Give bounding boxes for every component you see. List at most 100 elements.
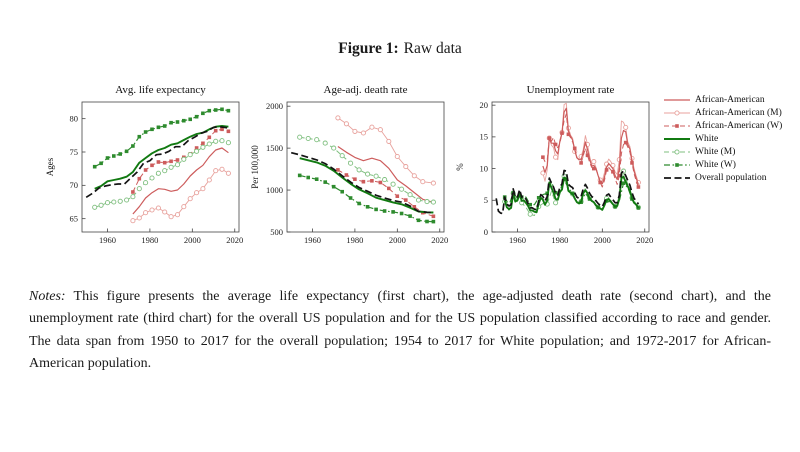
- x-tick-label: 1980: [346, 235, 363, 245]
- series-marker-white-m: [365, 171, 371, 177]
- series-marker-white-m: [143, 180, 149, 186]
- series-marker-white-w: [99, 161, 103, 166]
- death-rate-chart-svg: 1960 1980 2000 2020 500 1000 1500 2000 Age-adj. …: [250, 84, 448, 245]
- series-marker-african-american-w: [553, 142, 558, 147]
- series-marker-white-m: [162, 168, 168, 174]
- y-tick-label: 2000: [266, 101, 283, 111]
- series-marker-white-m: [117, 198, 123, 204]
- series-marker-african-american-w: [592, 166, 596, 171]
- series-marker-african-american-m: [162, 209, 168, 215]
- series-line-african-american-m: [132, 168, 229, 222]
- x-tick-label: 1980: [141, 235, 158, 245]
- series-marker-african-american-m: [168, 214, 174, 220]
- series-marker-white-m: [194, 148, 200, 154]
- y-tick-label: 75: [70, 147, 79, 157]
- legend-circle-marker: [674, 109, 680, 116]
- series-marker-white-w: [357, 201, 361, 206]
- x-tick-label: 1960: [304, 235, 321, 245]
- series-marker-african-american-m: [143, 210, 149, 216]
- series-marker-african-american-w: [162, 160, 167, 165]
- x-tick-label: 1980: [551, 235, 568, 245]
- series-marker-white-m: [331, 145, 337, 151]
- series-marker-white-w: [391, 210, 395, 214]
- legend-entry: African-American (W): [663, 119, 800, 132]
- series-marker-white-m: [187, 152, 193, 158]
- series-marker-african-american-w: [207, 135, 212, 140]
- series-marker-white-w: [399, 211, 404, 216]
- series-marker-african-american-w: [623, 140, 628, 145]
- legend-line-sample: [664, 176, 690, 179]
- series-marker-white-w: [207, 108, 212, 113]
- series-marker-white-w: [431, 219, 436, 224]
- series-group: [85, 107, 231, 224]
- series-marker-african-american-w: [617, 173, 622, 178]
- series-marker-white-m: [415, 197, 422, 203]
- legend-entry-label: White (M): [695, 146, 736, 157]
- figure-notes: Notes: This figure presents the average …: [29, 286, 771, 376]
- series-marker-white-w: [365, 205, 370, 209]
- y-tick-label: 15: [480, 132, 489, 142]
- series-marker-african-american-w: [169, 159, 173, 164]
- series-marker-white-w: [636, 206, 641, 210]
- series-marker-african-american-m: [403, 164, 409, 170]
- series-marker-white-w: [306, 175, 310, 180]
- series-marker-white-m: [136, 186, 142, 192]
- series-marker-white-w: [348, 196, 353, 200]
- series-marker-white-m: [297, 134, 303, 140]
- series-marker-african-american-m: [200, 186, 206, 192]
- series-marker-white-m: [339, 153, 345, 159]
- series-marker-white-w: [425, 219, 429, 224]
- series-marker-african-american-w: [131, 190, 135, 194]
- series-marker-white-w: [314, 177, 319, 181]
- series-marker-white-m: [399, 186, 405, 192]
- series-marker-white-w: [137, 134, 142, 139]
- legend-line-sample: [664, 98, 690, 101]
- y-tick-label: 80: [70, 113, 79, 123]
- series-marker-african-american-w: [636, 185, 641, 189]
- series-marker-white-w: [162, 124, 167, 128]
- series-marker-white-w: [175, 120, 180, 124]
- legend-line-sample: [664, 123, 690, 128]
- series-marker-african-american-w: [213, 128, 218, 133]
- series-marker-african-american-w: [598, 180, 602, 185]
- y-axis-label: Per 100,000: [250, 145, 260, 189]
- series-marker-african-american-w: [387, 186, 391, 191]
- series-marker-african-american-w: [156, 160, 161, 164]
- unemployment-chart-svg: 1960 1980 2000 2020 0 5 10 15 20 Unemployment rat…: [455, 84, 653, 245]
- series-marker-african-american-w: [361, 179, 366, 184]
- series-marker-african-american-w: [566, 132, 571, 137]
- series-marker-african-american-m: [225, 170, 231, 176]
- series-line-african-american-m: [337, 117, 434, 184]
- figure-caption: Figure 1: Raw data: [0, 40, 800, 58]
- series-marker-african-american-m: [377, 127, 383, 133]
- series-marker-african-american-w: [611, 170, 615, 174]
- series-marker-white-w: [340, 189, 344, 194]
- series-marker-white-m: [130, 194, 136, 200]
- series-marker-african-american-w: [194, 146, 199, 150]
- series-marker-african-american-m: [352, 128, 358, 134]
- y-tick-label: 1000: [266, 185, 283, 195]
- series-marker-african-american-m: [369, 124, 375, 130]
- chart-death-rate: 1960 1980 2000 2020 500 1000 1500 2000 Age-adj. …: [249, 80, 454, 258]
- legend-entry-label: African-American: [695, 94, 765, 105]
- series-marker-african-american-m: [136, 215, 142, 221]
- legend-entry: White (W): [663, 158, 800, 171]
- series-marker-white-m: [104, 200, 111, 206]
- legend-square-marker: [675, 162, 679, 167]
- legend-line-sample: [664, 148, 690, 155]
- legend-line-sample: [664, 109, 690, 116]
- series-marker-african-american-m: [623, 124, 629, 130]
- series-line-white-w: [299, 174, 434, 223]
- series-marker-african-american-m: [130, 218, 136, 224]
- chart-title: Age-adj. death rate: [324, 84, 408, 96]
- series-marker-white-m: [322, 140, 328, 146]
- y-tick-label: 500: [270, 227, 283, 237]
- series-line-african-american: [337, 146, 434, 204]
- series-marker-white-w: [621, 181, 626, 185]
- series-marker-african-american-m: [394, 153, 400, 160]
- series-marker-african-american-m: [335, 115, 341, 121]
- series-line-african-american-w: [132, 128, 229, 193]
- series-marker-african-american-m: [591, 159, 597, 165]
- life-expectancy-chart-svg: 1960 1980 2000 2020 65 70 75 80 Avg. life expect…: [45, 84, 243, 245]
- series-marker-white-w: [169, 120, 173, 125]
